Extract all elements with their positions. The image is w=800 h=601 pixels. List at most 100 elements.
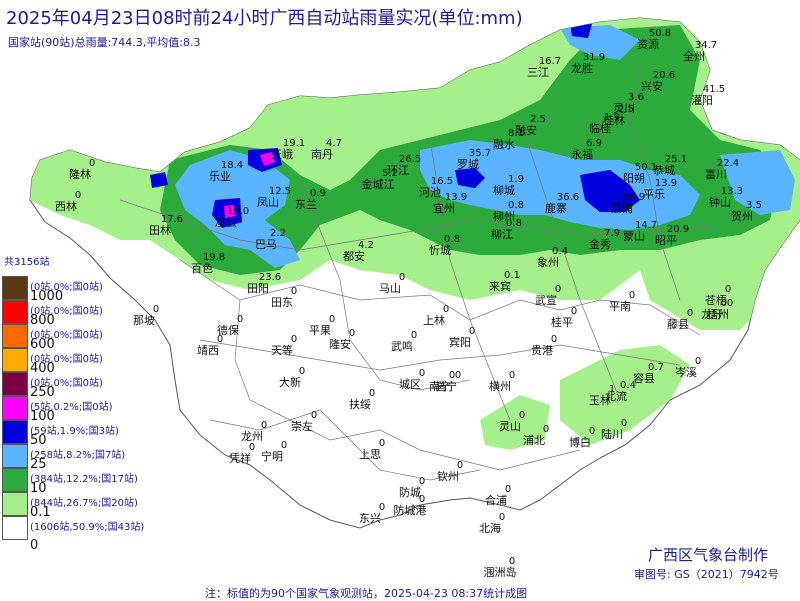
station-name: 资源 [637, 37, 659, 51]
station-name: 博白 [569, 435, 591, 449]
station-value: 5.2 [382, 168, 398, 179]
station-name: 象州 [537, 256, 559, 269]
station-name: 融水 [493, 138, 515, 151]
station-name: 富川 [705, 167, 727, 181]
station-name: 隆安 [329, 337, 351, 351]
station-value: 0.4 [552, 246, 568, 257]
station-value: 0 [379, 438, 385, 449]
station-value: 6.9 [586, 138, 602, 149]
station-value: 0 [399, 272, 405, 283]
station-value: 0 [589, 426, 595, 437]
station-name: 梧州 [707, 307, 729, 321]
station-value: 19.8 [203, 252, 225, 263]
station-value: 0 [519, 410, 525, 421]
station-name: 马山 [379, 282, 401, 295]
legend-count: (5站,0.2%;国0站) [30, 402, 113, 413]
station-value: 1.9 [604, 112, 620, 123]
station-name: 龙圩 [701, 308, 723, 321]
station-name: 融安 [515, 123, 537, 137]
station-value: 0 [509, 370, 515, 381]
legend-threshold: 100 [30, 409, 55, 424]
station-value: 19.0 [227, 206, 249, 217]
station-value: 0 [571, 306, 577, 317]
station-value: 0 [349, 328, 355, 339]
station-value: 0 [329, 314, 335, 325]
station-name: 临桂 [589, 121, 611, 135]
station-value: 4.7 [326, 138, 342, 149]
legend-threshold: 800 [30, 313, 55, 328]
station-value: 17.6 [161, 214, 183, 225]
legend-swatch [2, 276, 28, 300]
legend-count: (258站,8.2%;国7站) [30, 450, 126, 461]
station-value: 0 [725, 284, 731, 295]
station-value: 0 [721, 298, 727, 309]
station-name: 武鸣 [391, 339, 413, 353]
station-name: 钦州 [437, 470, 459, 483]
station-name: 三江 [527, 66, 549, 79]
station-value: 20.9 [667, 224, 689, 235]
legend-count: (844站,26.7%;国20站) [30, 498, 138, 509]
station-value: 1.9 [508, 174, 524, 185]
rain-area-light-coast [480, 395, 550, 450]
legend-count: (0站,0%;国0站) [30, 282, 103, 293]
station-value: 0.9 [310, 188, 326, 199]
station-value: 34.7 [695, 40, 717, 51]
station-name: 凌云 [215, 215, 237, 229]
station-value: 0.8 [508, 200, 524, 211]
station-name: 柳州 [493, 209, 515, 223]
station-name: 都安 [343, 249, 365, 263]
station-value: 0.4 [620, 380, 636, 391]
station-name: 恭城 [653, 164, 675, 177]
station-value: 0 [379, 502, 385, 513]
legend-swatch [2, 420, 28, 444]
review-number: 审图号: GS（2021）7942号 [634, 568, 779, 581]
station-name: 东兴 [359, 512, 381, 525]
station-name: 西林 [55, 199, 77, 213]
station-value: 26.5 [399, 154, 421, 165]
rain-area-blue-dark-1 [580, 170, 640, 212]
station-name: 平果 [309, 324, 331, 337]
station-name: 永福 [571, 147, 593, 161]
station-value: 0 [629, 290, 635, 301]
station-value: 19.1 [283, 138, 305, 149]
legend-row: (258站,8.2%;国7站) 25 [0, 444, 175, 471]
station-name: 阳朔 [623, 172, 645, 185]
station-value: 35.7 [469, 148, 491, 159]
station-value: 0.8 [444, 234, 460, 245]
station-name: 宁明 [261, 449, 283, 463]
station-value: 0 [217, 334, 223, 345]
station-name: 城区 [399, 378, 421, 391]
station-value: 3.6 [628, 92, 644, 103]
station-value: 20.6 [653, 70, 675, 81]
station-name: 乐业 [209, 170, 231, 183]
station-value: 0.7 [648, 362, 664, 373]
station-name: 苍梧 [705, 293, 727, 307]
station-value: 1 [609, 384, 615, 395]
station-name: 灌阳 [691, 94, 713, 107]
station-value: 68.9 [623, 192, 645, 203]
station-name: 凭祥 [229, 451, 251, 465]
legend-swatch [2, 372, 28, 396]
station-name: 桂林 [603, 113, 625, 127]
station-name: 天峨 [271, 148, 293, 161]
legend-threshold: 50 [30, 433, 47, 448]
station-name: 百色 [191, 261, 213, 275]
station-name: 昭平 [655, 234, 677, 247]
legend-count: (0站,0%;国0站) [30, 378, 103, 389]
station-value: 0 [443, 304, 449, 315]
map-subtitle: 国家站(90站)总雨量:744.3,平均值:8.3 [8, 36, 201, 49]
station-name: 扶绥 [349, 397, 371, 411]
legend-row: (0站,0%;国0站) 800 [0, 300, 175, 328]
station-value: 14.7 [635, 220, 657, 231]
station-name: 武宣 [535, 293, 557, 307]
legend-zero: 0 [30, 538, 39, 553]
station-value: 0 [291, 334, 297, 345]
station-name: 兴安 [641, 79, 663, 93]
station-value: 41.5 [703, 84, 725, 95]
station-value: 36.6 [557, 192, 579, 203]
station-name: 隆林 [69, 167, 91, 181]
station-name: 防城港 [394, 503, 427, 517]
station-value: 0 [419, 476, 425, 487]
legend-swatch [2, 444, 28, 468]
legend-count: (0站,0%;国0站) [30, 330, 103, 341]
